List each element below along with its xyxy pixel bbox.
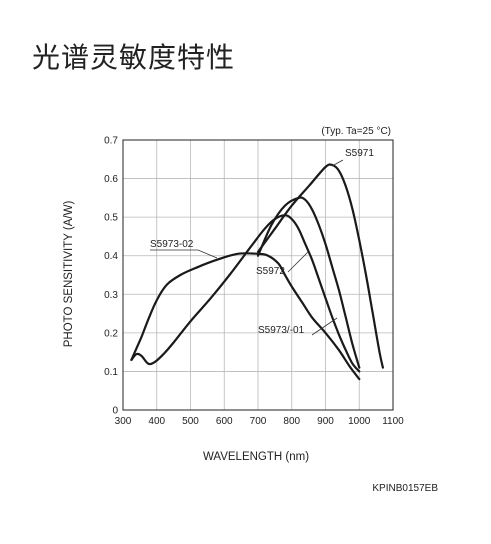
y-tick-label: 0.6	[104, 174, 118, 185]
x-axis-title: WAVELENGTH (nm)	[203, 451, 309, 463]
series-label: S5973-02	[150, 239, 194, 250]
x-tick-label: 600	[216, 416, 233, 427]
page-heading: 光谱灵敏度特性	[32, 41, 236, 74]
series-label: S5972	[256, 266, 285, 277]
series-line	[256, 196, 361, 369]
x-tick-label: 700	[250, 416, 267, 427]
series-labels: S5971 S5972 S5973-02 S5973/-01	[150, 148, 374, 336]
y-tick-label: 0.4	[104, 251, 118, 262]
leader-line	[311, 317, 338, 336]
series-line	[130, 214, 361, 373]
y-tick-label: 0	[112, 406, 118, 417]
y-tick-label: 0.7	[104, 136, 118, 147]
plot-frame	[122, 139, 394, 411]
x-tick-label: 900	[317, 416, 334, 427]
leader-line	[331, 159, 344, 167]
x-tick-label: 800	[283, 416, 300, 427]
leader-line	[287, 251, 309, 273]
leader-line	[150, 249, 218, 259]
y-tick-label: 0.2	[104, 328, 118, 339]
y-tick-label: 0.3	[104, 290, 118, 301]
x-tick-label: 500	[182, 416, 199, 427]
y-tick-label: 0.1	[104, 367, 118, 378]
series-label: S5973/-01	[258, 325, 305, 336]
x-tick-label: 300	[115, 416, 132, 427]
y-tick-label: 0.5	[104, 213, 118, 224]
x-tick-label: 1100	[382, 416, 404, 427]
conditions-label: (Typ. Ta=25 °C)	[321, 126, 391, 137]
axes: 300 400 500 600 700 800 900 1000 1100 0 0.1 0.2 0.3 0…	[104, 136, 404, 428]
y-axis-title: PHOTO SENSITIVITY (A/W)	[63, 201, 75, 348]
series-line	[256, 163, 384, 369]
series-label: S5971	[345, 148, 374, 159]
x-tick-label: 400	[148, 416, 165, 427]
figure-code: KPINB0157EB	[372, 483, 438, 494]
x-tick-label: 1000	[348, 416, 371, 427]
series-lines	[130, 163, 384, 381]
